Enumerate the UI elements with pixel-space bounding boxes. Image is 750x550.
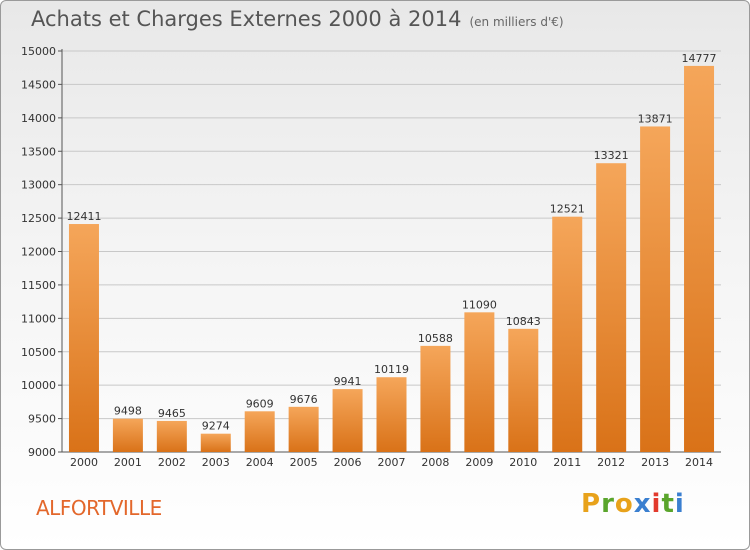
x-tick-label: 2006 [334,456,362,469]
title-text: Achats et Charges Externes 2000 à 2014 [31,7,462,31]
brand-letter: r [601,489,615,519]
brand-letter: x [633,489,652,519]
y-tick-label: 10000 [21,379,56,392]
bar [68,224,99,452]
x-tick-label: 2010 [509,456,537,469]
x-tick-label: 2007 [378,456,406,469]
x-tick-label: 2000 [70,456,98,469]
x-tick-label: 2012 [597,456,625,469]
chart-title: Achats et Charges Externes 2000 à 2014 (e… [31,7,564,31]
data-label: 9676 [290,393,318,406]
bar [640,126,671,452]
x-tick-label: 2013 [641,456,669,469]
data-label: 9609 [246,397,274,410]
x-tick-label: 2005 [290,456,318,469]
bar [244,411,275,452]
bar [200,433,231,452]
y-tick-label: 9500 [28,413,56,426]
data-label: 13321 [594,149,629,162]
bar [508,328,539,452]
x-tick-label: 2011 [553,456,581,469]
y-tick-label: 11000 [21,312,56,325]
data-label: 10843 [506,315,541,328]
y-tick-label: 13000 [21,179,56,192]
data-label: 11090 [462,298,497,311]
city-name: ALFORTVILLE [36,496,162,520]
x-tick-label: 2014 [685,456,713,469]
x-tick-label: 2004 [246,456,274,469]
data-label: 13871 [638,112,673,125]
bar [552,216,583,452]
data-label: 9498 [114,405,142,418]
bar [112,418,143,452]
bar [420,345,451,452]
brand-letter: i [651,489,662,519]
x-tick-label: 2009 [465,456,493,469]
brand-letter: t [661,489,675,519]
bar [596,163,627,452]
data-label: 9465 [158,407,186,420]
y-tick-label: 11500 [21,279,56,292]
x-tick-label: 2002 [158,456,186,469]
data-label: 12521 [550,203,585,216]
chart-subtitle: (en milliers d'€) [469,15,564,29]
brand-letter: o [614,489,634,519]
bar [288,406,319,452]
x-tick-label: 2003 [202,456,230,469]
data-label: 9274 [202,420,230,433]
brand-letter: i [674,489,685,519]
bar [684,65,715,452]
y-tick-label: 12000 [21,246,56,259]
y-tick-label: 10500 [21,346,56,359]
y-tick-label: 15000 [21,45,56,58]
data-label: 10588 [418,332,453,345]
y-tick-label: 12500 [21,212,56,225]
data-label: 12411 [66,210,101,223]
data-label: 9941 [334,375,362,388]
y-tick-label: 14500 [21,78,56,91]
brand-logo: Proxiti [581,489,685,519]
y-tick-label: 14000 [21,112,56,125]
brand-letter: P [581,489,602,519]
bar [464,312,495,452]
data-label: 14777 [682,52,717,65]
y-tick-label: 9000 [28,446,56,459]
bar [376,377,407,452]
bar [332,389,363,452]
data-label: 10119 [374,363,409,376]
bar [156,420,187,452]
x-tick-label: 2008 [421,456,449,469]
y-tick-label: 13500 [21,145,56,158]
x-tick-label: 2001 [114,456,142,469]
